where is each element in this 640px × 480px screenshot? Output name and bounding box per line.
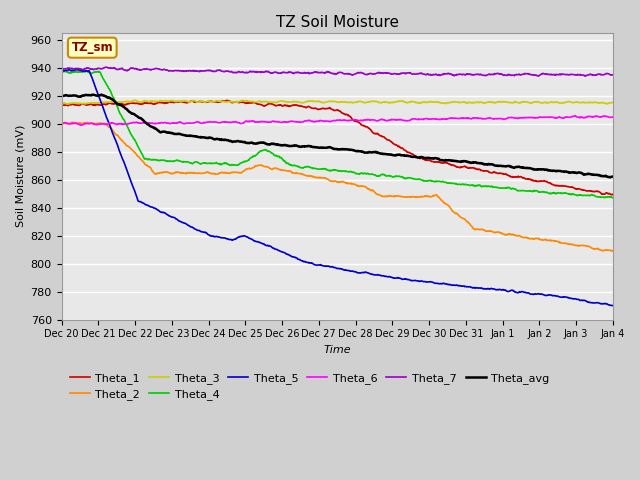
Theta_6	[77, 122, 84, 128]
Legend: Theta_1, Theta_2, Theta_3, Theta_4, Theta_5, Theta_6, Theta_7, Theta_avg: Theta_1, Theta_2, Theta_3, Theta_4, Thet…	[65, 368, 554, 405]
Line: Theta_5: Theta_5	[61, 70, 613, 306]
Line: Theta_1: Theta_1	[61, 100, 613, 195]
Theta_7	[180, 68, 188, 74]
Theta_7	[58, 66, 65, 72]
Theta_2	[167, 171, 175, 177]
Theta_4	[180, 159, 188, 165]
Theta_6	[58, 120, 65, 126]
Theta_avg	[243, 140, 250, 145]
Theta_1	[180, 99, 188, 105]
Theta_avg	[495, 163, 503, 169]
Theta_avg	[544, 168, 552, 173]
X-axis label: Time: Time	[323, 345, 351, 355]
Theta_7	[609, 72, 617, 78]
Theta_4	[423, 178, 431, 184]
Theta_7	[544, 71, 552, 77]
Theta_2	[609, 248, 617, 254]
Theta_3	[243, 98, 250, 104]
Theta_7	[423, 72, 431, 77]
Theta_2	[180, 170, 188, 176]
Theta_7	[243, 69, 250, 75]
Theta_avg	[423, 155, 431, 161]
Theta_3	[131, 97, 139, 103]
Theta_7	[102, 64, 110, 70]
Theta_3	[495, 99, 503, 105]
Theta_6	[243, 118, 250, 124]
Theta_5	[608, 303, 616, 309]
Theta_6	[180, 121, 188, 127]
Title: TZ Soil Moisture: TZ Soil Moisture	[276, 15, 399, 30]
Theta_6	[423, 116, 431, 122]
Line: Theta_2: Theta_2	[61, 122, 613, 251]
Theta_3	[168, 98, 175, 104]
Theta_5	[167, 214, 175, 219]
Theta_3	[609, 100, 617, 106]
Theta_3	[63, 101, 71, 107]
Theta_5	[609, 302, 617, 308]
Theta_avg	[180, 132, 188, 138]
Theta_7	[495, 71, 503, 77]
Theta_6	[609, 114, 617, 120]
Theta_2	[58, 121, 65, 127]
Theta_1	[544, 180, 552, 185]
Theta_1	[167, 99, 175, 105]
Theta_3	[424, 99, 431, 105]
Theta_2	[544, 238, 552, 243]
Theta_5	[58, 68, 65, 73]
Theta_5	[180, 220, 188, 226]
Theta_4	[58, 69, 65, 75]
Theta_2	[423, 193, 431, 199]
Text: TZ_sm: TZ_sm	[72, 41, 113, 54]
Theta_6	[495, 116, 503, 121]
Theta_2	[68, 120, 76, 125]
Theta_7	[167, 68, 175, 74]
Theta_avg	[609, 174, 617, 180]
Theta_5	[544, 292, 552, 298]
Line: Theta_4: Theta_4	[61, 71, 613, 198]
Line: Theta_3: Theta_3	[61, 100, 613, 104]
Theta_7	[534, 73, 542, 79]
Theta_4	[83, 68, 90, 74]
Theta_4	[544, 190, 552, 195]
Theta_1	[608, 192, 616, 198]
Theta_5	[423, 279, 431, 285]
Line: Theta_7: Theta_7	[61, 67, 613, 76]
Theta_5	[73, 67, 81, 72]
Theta_6	[571, 113, 579, 119]
Theta_6	[544, 114, 552, 120]
Theta_5	[495, 287, 503, 292]
Theta_avg	[90, 92, 97, 97]
Theta_2	[243, 166, 250, 172]
Theta_3	[181, 98, 189, 104]
Theta_1	[423, 157, 431, 163]
Theta_4	[495, 185, 503, 191]
Line: Theta_avg: Theta_avg	[61, 95, 613, 178]
Line: Theta_6: Theta_6	[61, 116, 613, 125]
Theta_5	[243, 234, 250, 240]
Theta_1	[609, 192, 617, 197]
Theta_4	[243, 158, 250, 164]
Theta_1	[495, 170, 503, 176]
Theta_4	[167, 158, 175, 164]
Theta_avg	[58, 93, 65, 99]
Theta_3	[544, 100, 552, 106]
Theta_1	[223, 97, 231, 103]
Theta_3	[58, 101, 65, 107]
Theta_avg	[606, 175, 614, 180]
Theta_6	[167, 120, 175, 126]
Theta_1	[243, 100, 250, 106]
Y-axis label: Soil Moisture (mV): Soil Moisture (mV)	[15, 125, 25, 228]
Theta_1	[58, 102, 65, 108]
Theta_avg	[167, 130, 175, 136]
Theta_4	[609, 195, 617, 201]
Theta_2	[495, 229, 503, 235]
Theta_4	[609, 195, 616, 201]
